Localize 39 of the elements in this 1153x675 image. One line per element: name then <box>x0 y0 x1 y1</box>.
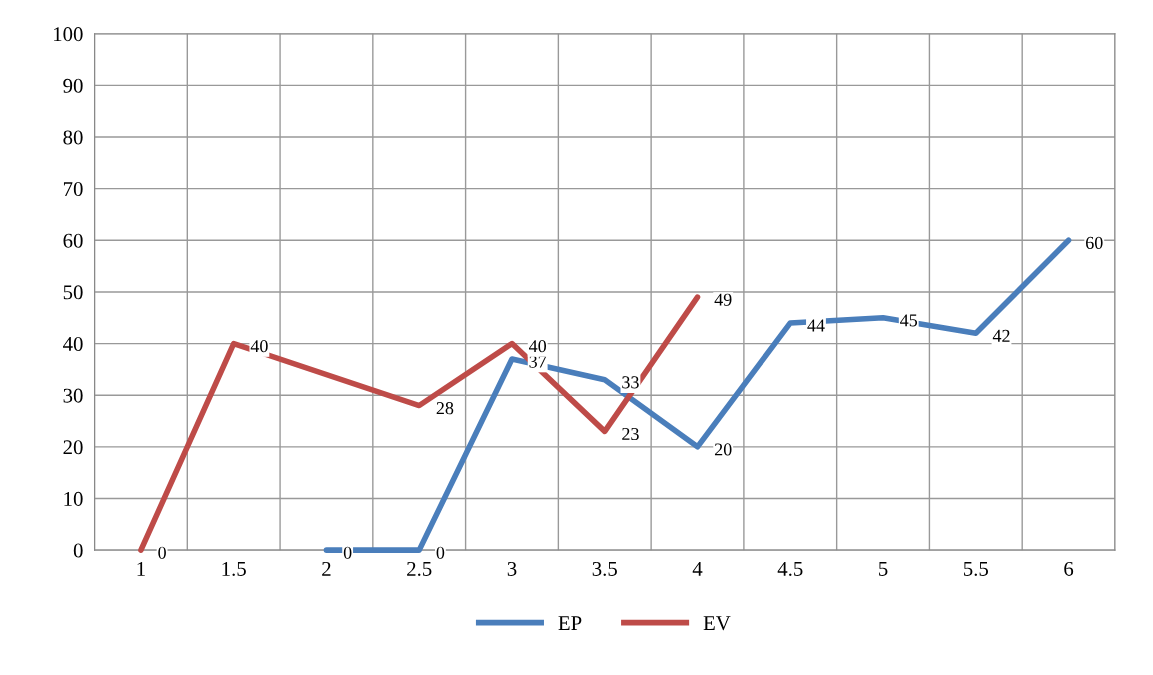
y-tick-label: 50 <box>63 285 83 300</box>
data-label: 28 <box>436 402 454 415</box>
y-tick-label: 60 <box>63 233 83 248</box>
x-tick-label: 3 <box>507 561 517 576</box>
data-label: 0 <box>158 546 166 559</box>
legend-label: EP <box>558 616 582 630</box>
data-label: 44 <box>807 319 825 332</box>
x-tick-label: 5.5 <box>964 562 989 576</box>
data-label: 42 <box>992 329 1010 342</box>
x-tick-label: 2 <box>322 561 331 576</box>
x-tick-label: 1 <box>137 561 145 576</box>
data-label: 23 <box>622 427 639 441</box>
data-label: 40 <box>529 340 547 353</box>
x-tick-label: 5 <box>879 562 888 576</box>
y-tick-label: 70 <box>63 182 83 197</box>
x-tick-label: 3.5 <box>592 561 617 576</box>
y-tick-label: 20 <box>63 440 83 455</box>
x-tick-label: 4 <box>692 561 703 576</box>
x-tick-label: 6 <box>1064 561 1074 576</box>
data-label: 0 <box>436 546 445 559</box>
x-tick-label: 1.5 <box>222 561 246 576</box>
y-tick-label: 30 <box>63 388 83 403</box>
legend-label: EV <box>703 616 731 631</box>
y-tick-label: 100 <box>54 27 83 42</box>
y-tick-label: 40 <box>63 336 83 352</box>
y-tick-label: 90 <box>63 78 83 93</box>
y-tick-label: 0 <box>73 543 83 558</box>
data-label: 0 <box>343 546 352 559</box>
x-tick-label: 2.5 <box>407 561 432 576</box>
data-label: 60 <box>1086 236 1103 249</box>
data-label: 33 <box>622 376 639 389</box>
data-label: 45 <box>900 314 918 327</box>
data-label: 49 <box>714 293 732 306</box>
x-tick-label: 4.5 <box>777 561 803 576</box>
data-label: 37 <box>529 355 547 368</box>
y-tick-label: 80 <box>63 130 83 145</box>
data-label: 20 <box>714 443 732 456</box>
y-tick-label: 10 <box>64 491 83 506</box>
data-label: 40 <box>250 340 268 353</box>
